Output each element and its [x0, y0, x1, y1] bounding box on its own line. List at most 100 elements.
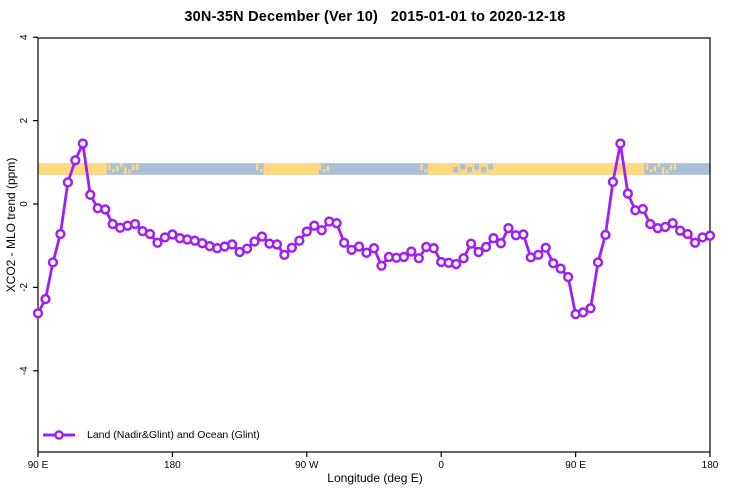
land-speckle — [645, 164, 649, 171]
data-point — [503, 223, 514, 234]
x-tick-label: 90 E — [28, 460, 49, 471]
land-speckle — [669, 165, 673, 171]
legend-label: Land (Nadir&Glint) and Ocean (Glint) — [87, 429, 260, 441]
data-point — [70, 155, 81, 166]
y-tick-label: 2 — [19, 117, 30, 123]
land-speckle — [116, 166, 119, 172]
land-speckle — [124, 167, 127, 175]
chart-title: 30N-35N December (Ver 10) 2015-01-01 to … — [184, 9, 566, 25]
data-point — [450, 258, 462, 270]
data-point — [495, 238, 507, 249]
data-point — [361, 247, 372, 258]
data-point — [100, 204, 111, 215]
data-point — [32, 308, 44, 319]
land-speckle — [657, 163, 661, 168]
data-point — [645, 218, 656, 230]
data-point — [353, 241, 365, 252]
data-point — [338, 237, 350, 248]
x-axis-title: Longitude (deg E) — [327, 471, 423, 485]
data-point — [271, 239, 283, 250]
data-point — [286, 242, 298, 253]
plot-box — [37, 37, 711, 453]
legend: Land (Nadir&Glint) and Ocean (Glint) — [41, 429, 260, 441]
data-point — [77, 138, 88, 149]
data-point — [533, 249, 544, 261]
ocean-inset — [481, 167, 487, 173]
land-speckle — [260, 169, 263, 173]
data-point — [548, 258, 559, 269]
data-point — [167, 229, 178, 240]
land-speckle — [120, 163, 123, 168]
data-point — [540, 242, 551, 253]
data-point — [316, 225, 327, 236]
land-speckle — [318, 164, 322, 171]
data-point — [592, 257, 604, 268]
land-speckle — [256, 164, 259, 171]
data-point — [480, 241, 492, 253]
data-point — [667, 218, 678, 229]
data-point — [622, 188, 634, 199]
y-tick-label: 0 — [19, 201, 30, 207]
data-point — [600, 229, 611, 241]
land-speckle — [420, 164, 423, 171]
data-point — [85, 189, 96, 200]
land-segment — [263, 163, 319, 175]
land-speckle — [649, 169, 653, 173]
y-tick-label: 4 — [19, 34, 30, 40]
land-speckle — [108, 164, 111, 171]
ocean-inset — [474, 164, 480, 170]
land-speckle — [673, 164, 677, 171]
land-speckle — [424, 169, 427, 173]
data-point — [55, 228, 66, 240]
data-point — [615, 138, 626, 149]
data-point — [562, 271, 574, 283]
legend-line-marker-icon — [43, 430, 75, 440]
data-point — [704, 230, 716, 241]
land-speckle — [665, 170, 669, 174]
land-speckle — [128, 170, 131, 174]
x-tick-label: 0 — [438, 460, 444, 471]
data-point — [309, 220, 320, 231]
data-point — [607, 176, 619, 188]
x-tick-label: 180 — [702, 460, 719, 471]
x-tick-label: 180 — [164, 460, 181, 471]
data-point — [689, 237, 701, 248]
data-point — [660, 221, 671, 233]
data-point — [368, 243, 380, 254]
land-speckle — [132, 165, 135, 171]
ocean-inset — [453, 167, 459, 173]
data-point — [406, 246, 417, 257]
data-point — [555, 263, 566, 274]
land-speckle — [653, 166, 657, 172]
land-speckle — [112, 169, 115, 173]
data-point — [413, 253, 424, 264]
data-point — [637, 203, 648, 215]
data-point — [144, 228, 156, 240]
data-point — [376, 260, 387, 271]
data-point — [398, 251, 410, 263]
data-point — [488, 233, 499, 244]
data-point — [249, 236, 260, 247]
y-tick-label: -4 — [19, 366, 30, 375]
data-point — [226, 239, 238, 250]
data-point — [682, 228, 693, 240]
ocean-inset — [467, 167, 473, 173]
data-point — [256, 231, 268, 242]
land-speckle — [136, 164, 139, 171]
data-point — [518, 229, 529, 240]
data-point — [107, 218, 118, 230]
data-point — [129, 218, 141, 230]
y-tick-label: -2 — [19, 283, 30, 292]
data-point — [577, 307, 589, 318]
data-point — [301, 226, 312, 237]
data-point — [428, 243, 439, 254]
data-point — [279, 249, 290, 261]
land-speckle — [661, 167, 665, 175]
land-speckle — [326, 166, 330, 172]
data-point — [331, 218, 342, 229]
data-point — [62, 177, 74, 188]
land-segment — [427, 163, 645, 175]
land-speckle — [322, 169, 326, 173]
